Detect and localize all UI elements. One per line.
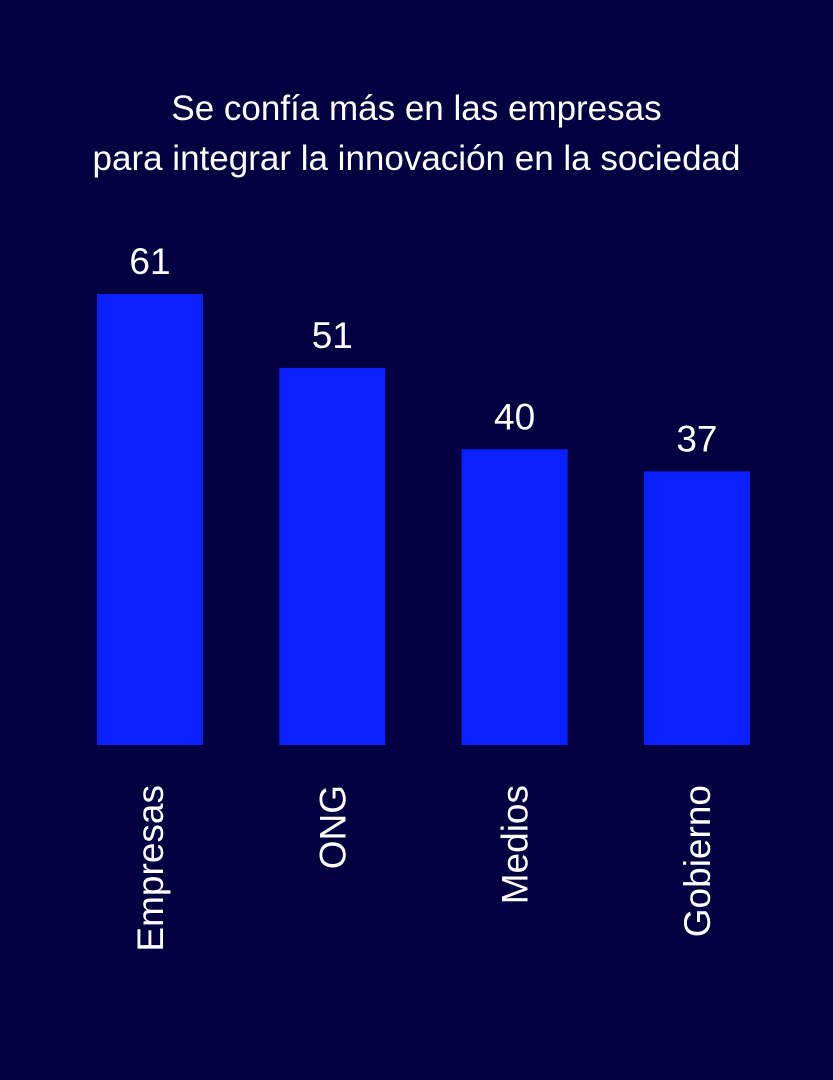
value-label-gobierno: 37 — [676, 418, 717, 459]
bar-empresas — [97, 294, 203, 745]
bar-medios — [461, 449, 568, 745]
chart-title-line-1: Se confía más en las empresas — [171, 89, 661, 128]
value-label-medios: 40 — [494, 396, 535, 437]
category-label-gobierno: Gobierno — [677, 785, 718, 937]
category-label-medios: Medios — [495, 785, 536, 904]
category-label-ong: ONG — [312, 785, 353, 869]
value-label-empresas: 61 — [129, 241, 170, 282]
chart-title-line-2: para integrar la innovación en la socied… — [93, 139, 741, 178]
bar-gobierno — [643, 471, 750, 745]
value-labels-group: 61 51 40 37 — [129, 241, 717, 459]
bars-group — [97, 294, 750, 745]
value-label-ong: 51 — [312, 315, 353, 356]
category-label-empresas: Empresas — [130, 785, 171, 952]
bar-ong — [279, 367, 386, 745]
category-labels-group: Empresas ONG Medios Gobierno — [130, 785, 718, 952]
